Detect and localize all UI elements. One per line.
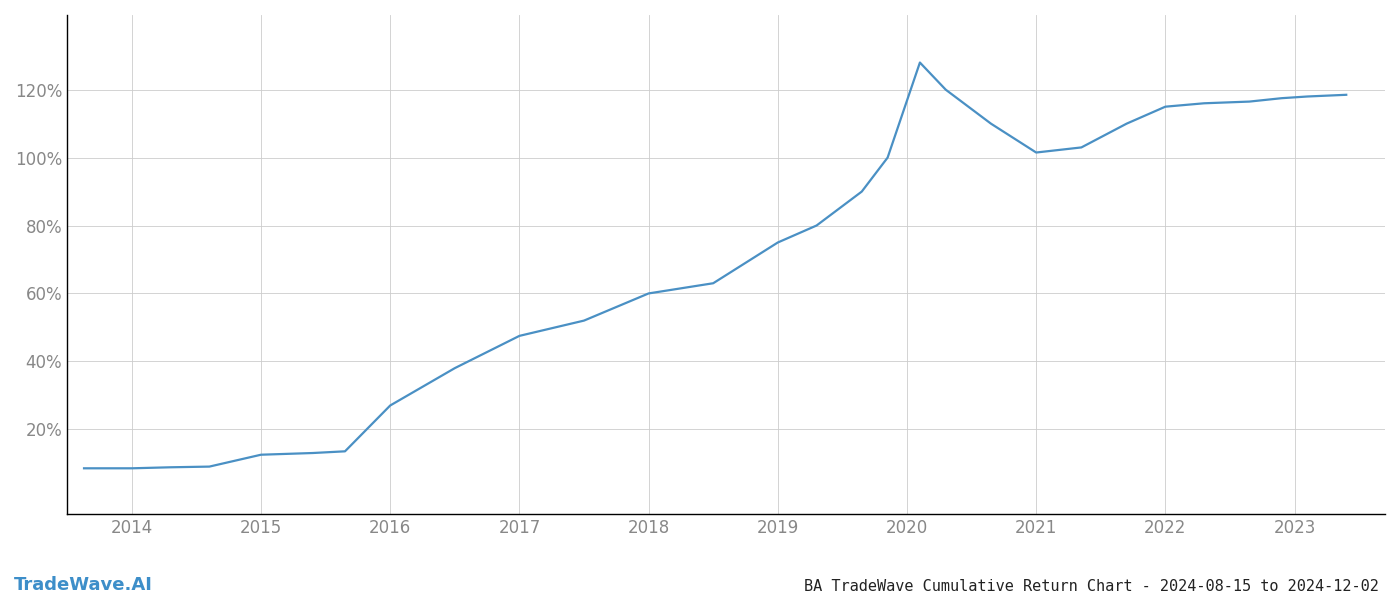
Text: BA TradeWave Cumulative Return Chart - 2024-08-15 to 2024-12-02: BA TradeWave Cumulative Return Chart - 2… bbox=[804, 579, 1379, 594]
Text: TradeWave.AI: TradeWave.AI bbox=[14, 576, 153, 594]
